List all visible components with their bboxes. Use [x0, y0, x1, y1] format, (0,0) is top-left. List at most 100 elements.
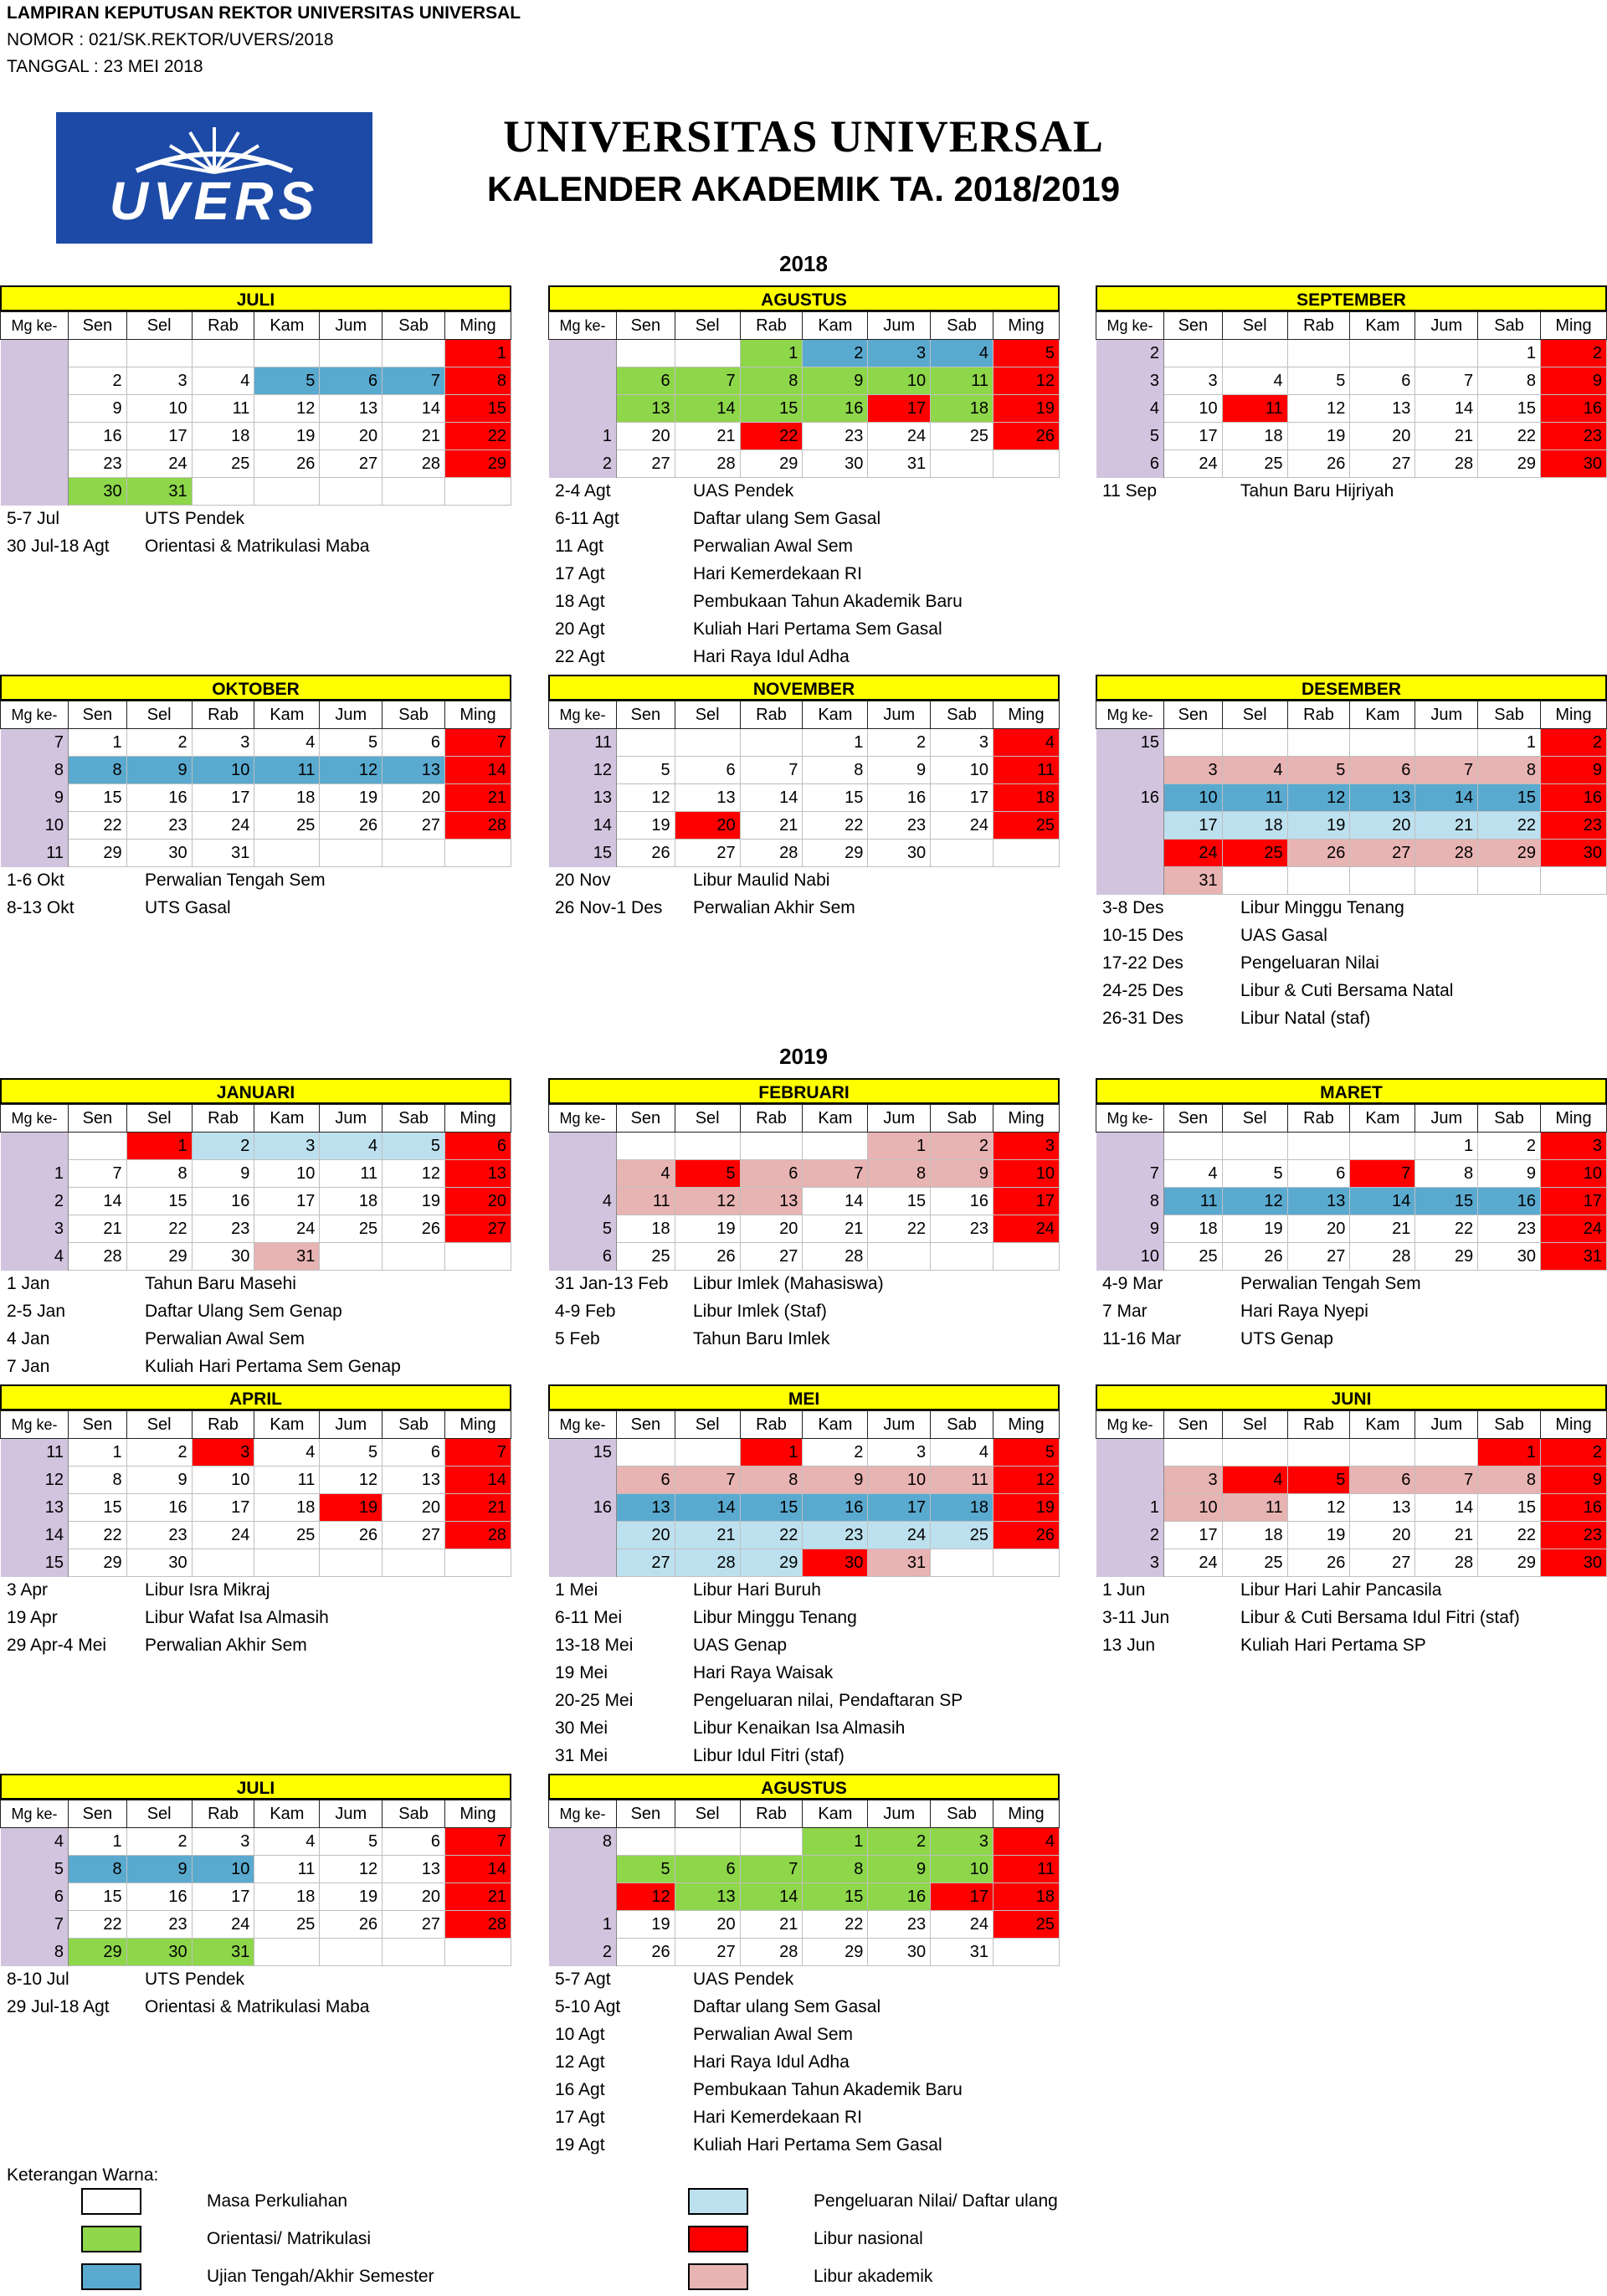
event-date: 5-7 Agt: [555, 1970, 611, 1989]
event-item: 3 Apr Libur Isra Mikraj: [7, 1576, 270, 1604]
month-table: Mg ke- Sen Sel Rab Kam Jum Sab Ming 1 2 3 4 5 6 7 8 9 10 1…: [547, 311, 1060, 478]
day-cell: 16: [1539, 394, 1607, 423]
week-number: 5: [548, 1215, 618, 1243]
day-cell: 23: [126, 1521, 193, 1549]
day-cell: 30: [126, 1549, 193, 1577]
day-cell: [930, 839, 993, 867]
week-row: 1 19 20 21 22 23 24 25: [548, 1910, 1060, 1939]
week-number: [548, 367, 618, 395]
legend-label: Pengeluaran Nilai/ Daftar ulang: [814, 2191, 1058, 2211]
day-cell: [319, 339, 383, 367]
day-cell: 14: [674, 1493, 741, 1522]
day-cell: [382, 1242, 445, 1271]
day-cell: 22: [1477, 422, 1541, 450]
event-label: Libur Minggu Tenang: [1240, 898, 1404, 917]
event-date: 5-7 Jul: [7, 509, 60, 528]
day-cell: 30: [867, 1938, 932, 1966]
event-label: Libur & Cuti Bersama Natal: [1240, 981, 1454, 1000]
day-cell: 13: [319, 394, 383, 423]
event-item: 16 Agt Pembukaan Tahun Akademik Baru: [555, 2076, 963, 2103]
day-cell: [616, 728, 675, 757]
day-cell: 1: [68, 728, 127, 757]
week-row: 6 7 8 9 10 11 12: [548, 367, 1060, 395]
day-header-row: Mg ke- Sen Sel Rab Kam Jum Sab Ming: [1095, 1104, 1607, 1133]
day-cell: 14: [674, 394, 741, 423]
day-cell: [674, 1438, 741, 1466]
event-label: Kuliah Hari Pertama SP: [1240, 1636, 1426, 1655]
day-cell: [930, 449, 993, 478]
day-cell: 3: [867, 1438, 932, 1466]
day-cell: [674, 1132, 741, 1160]
day-header: Jum: [867, 701, 932, 729]
day-cell: 21: [444, 1493, 512, 1522]
event-item: 7 Mar Hari Raya Nyepi: [1102, 1297, 1368, 1325]
event-label: Hari Kemerdekaan RI: [693, 564, 862, 583]
day-cell: 17: [1163, 422, 1223, 450]
day-cell: 5: [992, 1438, 1060, 1466]
month-calendar: JULI Mg ke- Sen Sel Rab Kam Jum Sab Ming 1 2 3 4 5 6 7 8…: [0, 285, 512, 506]
day-cell: 15: [739, 1493, 804, 1522]
month-name: JANUARI: [0, 1078, 511, 1104]
day-cell: 27: [1349, 449, 1416, 478]
day-cell: [1414, 728, 1479, 757]
day-cell: 4: [1163, 1159, 1223, 1188]
day-cell: 15: [68, 783, 127, 812]
day-cell: 4: [254, 728, 321, 757]
day-header: Kam: [254, 311, 321, 340]
day-cell: 28: [1414, 1549, 1479, 1577]
day-cell: 24: [191, 811, 255, 840]
day-cell: 13: [674, 783, 741, 812]
day-cell: 23: [1477, 1215, 1541, 1243]
day-cell: 8: [739, 1466, 804, 1494]
day-cell: 5: [616, 756, 675, 784]
week-row: 6 7 8 9 10 11 12: [548, 1466, 1060, 1494]
year-2019-label: 2019: [779, 1044, 828, 1069]
day-cell: [444, 1549, 512, 1577]
day-cell: 12: [992, 1466, 1060, 1494]
day-header: Mg ke-: [0, 701, 69, 729]
day-cell: 28: [382, 449, 445, 478]
event-label: Kuliah Hari Pertama Sem Gasal: [693, 619, 942, 639]
event-date: 13-18 Mei: [555, 1636, 634, 1655]
day-header: Rab: [739, 701, 804, 729]
week-row: 2 17 18 19 20 21 22 23: [1096, 1521, 1607, 1549]
day-cell: 16: [802, 1493, 869, 1522]
day-cell: 9: [930, 1159, 993, 1188]
day-cell: 29: [802, 839, 869, 867]
day-header: Ming: [992, 311, 1060, 340]
event-date: 29 Jul-18 Agt: [7, 1997, 110, 2016]
day-cell: 7: [739, 756, 804, 784]
month-name: APRIL: [0, 1384, 511, 1410]
day-cell: 4: [191, 367, 255, 395]
event-label: Tahun Baru Imlek: [693, 1329, 830, 1348]
day-header: Sen: [1163, 1104, 1223, 1133]
day-header: Ming: [1539, 701, 1607, 729]
day-cell: 20: [674, 811, 741, 840]
day-cell: 29: [68, 1549, 127, 1577]
day-cell: 1: [68, 1827, 127, 1856]
week-row: 14 19 20 21 22 23 24 25: [548, 811, 1060, 840]
week-row: 20 21 22 23 24 25 26: [548, 1521, 1060, 1549]
week-number: 11: [548, 728, 618, 757]
event-date: 17-22 Des: [1102, 953, 1183, 973]
day-cell: 24: [992, 1215, 1060, 1243]
event-date: 11-16 Mar: [1102, 1329, 1182, 1348]
day-cell: 20: [1349, 1521, 1416, 1549]
day-cell: [1477, 866, 1541, 895]
day-cell: 21: [1414, 811, 1479, 840]
day-header: Sab: [930, 701, 993, 729]
calendar-title: KALENDER AKADEMIK TA. 2018/2019: [486, 169, 1121, 208]
day-cell: 22: [1477, 1521, 1541, 1549]
day-cell: 30: [802, 1549, 869, 1577]
day-cell: 22: [68, 811, 127, 840]
day-header: Mg ke-: [1095, 701, 1165, 729]
day-cell: [1349, 1132, 1416, 1160]
event-item: 13-18 Mei UAS Genap: [555, 1631, 787, 1659]
week-number: [548, 339, 618, 367]
month-name: DESEMBER: [1096, 675, 1607, 701]
event-label: Daftar Ulang Sem Genap: [145, 1302, 342, 1321]
day-cell: 14: [382, 394, 445, 423]
